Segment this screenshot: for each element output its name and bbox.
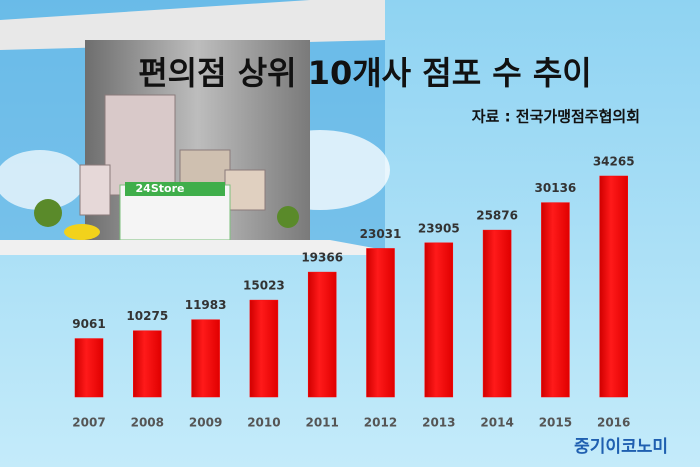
bar — [249, 299, 279, 398]
value-label: 19366 — [301, 251, 343, 265]
bar — [74, 338, 104, 398]
value-label: 23031 — [360, 227, 402, 241]
svg-text:24Store: 24Store — [136, 182, 185, 195]
value-label: 10275 — [126, 309, 168, 323]
x-tick-label: 2015 — [539, 416, 572, 430]
value-label: 23905 — [418, 221, 460, 235]
x-tick-label: 2008 — [131, 416, 164, 430]
chart-subtitle: 자료 : 전국가맹점주협의회 — [472, 108, 640, 126]
illustration: 24Store — [0, 0, 390, 255]
bar — [482, 229, 512, 398]
x-tick-label: 2007 — [72, 416, 105, 430]
x-tick-label: 2010 — [247, 416, 280, 430]
bar — [424, 242, 454, 398]
x-tick-label: 2011 — [305, 416, 338, 430]
value-label: 15023 — [243, 279, 285, 293]
bar — [133, 330, 162, 398]
value-label: 11983 — [185, 298, 227, 312]
x-tick-label: 2009 — [189, 416, 222, 430]
bar — [541, 202, 570, 398]
chart-title: 편의점 상위 10개사 점포 수 추이 — [138, 54, 592, 92]
x-tick-label: 2012 — [364, 416, 397, 430]
bar — [599, 175, 628, 398]
watermark: 중기이코노미 — [574, 437, 668, 457]
value-label: 9061 — [72, 317, 105, 331]
value-label: 25876 — [476, 209, 518, 223]
x-tick-label: 2014 — [480, 416, 513, 430]
x-tick-label: 2016 — [597, 416, 630, 430]
x-tick-label: 2013 — [422, 416, 455, 430]
bar — [366, 248, 395, 398]
bar — [191, 319, 220, 398]
bar — [307, 271, 337, 398]
value-label: 30136 — [535, 181, 577, 195]
value-label: 34265 — [593, 155, 635, 169]
